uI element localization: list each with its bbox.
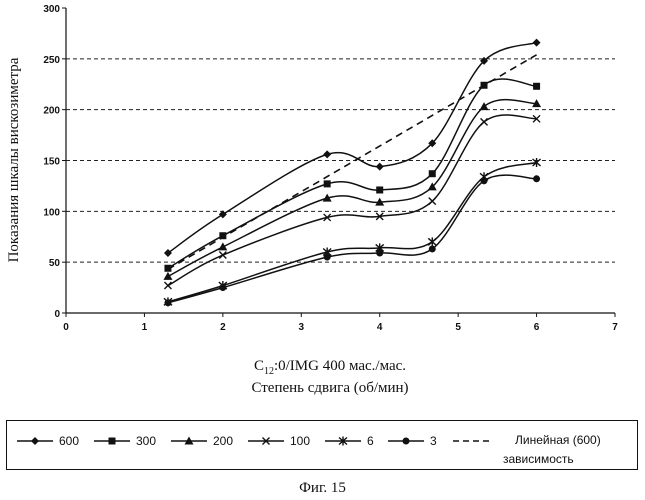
- data-point-200: [480, 102, 489, 110]
- legend-label: 200: [213, 434, 233, 448]
- legend-entry-600: 600: [17, 434, 79, 448]
- data-point-300: [376, 186, 383, 193]
- data-point-100: [164, 282, 171, 289]
- x-tick-labels: 0 1 2 3 4 5 6 7: [63, 322, 618, 333]
- data-point-3: [533, 175, 540, 182]
- legend-marker: [109, 438, 116, 445]
- data-point-300: [429, 170, 436, 177]
- legend-label: 600: [59, 434, 79, 448]
- x-tick-label: 1: [142, 322, 148, 333]
- data-point-300: [533, 83, 540, 90]
- y-tick-label: 50: [49, 258, 61, 269]
- legend-svg: 600 300 200 100 6 3 Линейная (600) зависимост…: [7, 421, 639, 471]
- y-tick-labels: 0 50 100 150 200 250 300: [43, 4, 60, 320]
- data-point-200: [218, 242, 227, 250]
- legend-label: 300: [136, 434, 156, 448]
- x-axis-label-line1: C12:0/IMG 400 мас./мас.: [254, 358, 406, 377]
- chart: 050100150200250300 01234567 Показания шк…: [0, 0, 645, 420]
- data-point-600: [323, 150, 331, 158]
- y-tick-label: 250: [43, 55, 60, 66]
- y-tick-label: 300: [43, 4, 60, 15]
- x-tick-label: 2: [220, 322, 226, 333]
- x-axis-label-prefix: C: [254, 358, 264, 374]
- legend-entry-3: 3: [388, 434, 437, 448]
- x-tick-label: 5: [455, 322, 461, 333]
- legend-trend-label-line2: зависимость: [503, 452, 574, 466]
- data-point-600: [533, 39, 541, 47]
- series-markers: [163, 39, 541, 307]
- y-tick-label: 100: [43, 207, 60, 218]
- data-point-300: [481, 82, 488, 89]
- x-axis-label-line2: Степень сдвига (об/мин): [251, 380, 408, 396]
- y-gridlines: [66, 59, 615, 262]
- y-tick-label: 150: [43, 157, 60, 168]
- x-tick-label: 4: [377, 322, 383, 333]
- legend-trend-label-line1: Линейная (600): [515, 433, 601, 447]
- x-axis-label-rest: :0/IMG 400 мас./мас.: [274, 358, 406, 374]
- data-point-3: [164, 299, 171, 306]
- data-point-300: [324, 180, 331, 187]
- data-point-300: [164, 265, 171, 272]
- legend: 600 300 200 100 6 3 Линейная (600) зависимост…: [6, 420, 638, 470]
- legend-entry-100: 100: [248, 434, 310, 448]
- legend-label: 3: [430, 434, 437, 448]
- data-point-100: [429, 198, 436, 205]
- data-point-3: [219, 284, 226, 291]
- x-tick-label: 3: [299, 322, 305, 333]
- y-tick-label: 200: [43, 106, 60, 117]
- data-point-3: [324, 254, 331, 261]
- x-tick-label: 6: [534, 322, 540, 333]
- x-axis-label-subscript: 12: [264, 366, 274, 377]
- data-point-100: [219, 252, 226, 259]
- data-point-3: [481, 177, 488, 184]
- legend-items: 600 300 200 100 6 3: [17, 434, 493, 448]
- y-tick-label: 0: [54, 309, 60, 320]
- legend-label: 6: [367, 434, 374, 448]
- x-tick-label: 0: [63, 322, 69, 333]
- data-point-200: [163, 272, 172, 280]
- legend-label: 100: [290, 434, 310, 448]
- legend-marker: [403, 438, 410, 445]
- legend-marker: [31, 437, 39, 445]
- axes: [62, 8, 615, 317]
- data-point-100: [481, 118, 488, 125]
- data-point-3: [376, 250, 383, 257]
- data-point-300: [219, 232, 226, 239]
- series-line-100: [168, 115, 537, 286]
- data-point-600: [376, 163, 384, 171]
- data-point-3: [429, 245, 436, 252]
- series-lines: [168, 43, 537, 303]
- legend-entry-200: 200: [171, 434, 233, 448]
- legend-entry-6: 6: [325, 434, 374, 448]
- x-tick-label: 7: [612, 322, 618, 333]
- legend-entry-300: 300: [94, 434, 156, 448]
- figure-caption: Фиг. 15: [0, 480, 645, 497]
- series-line-600: [168, 43, 537, 253]
- y-axis-label: Показания шкалы вискозиметра: [6, 57, 22, 262]
- data-point-6: [428, 237, 436, 246]
